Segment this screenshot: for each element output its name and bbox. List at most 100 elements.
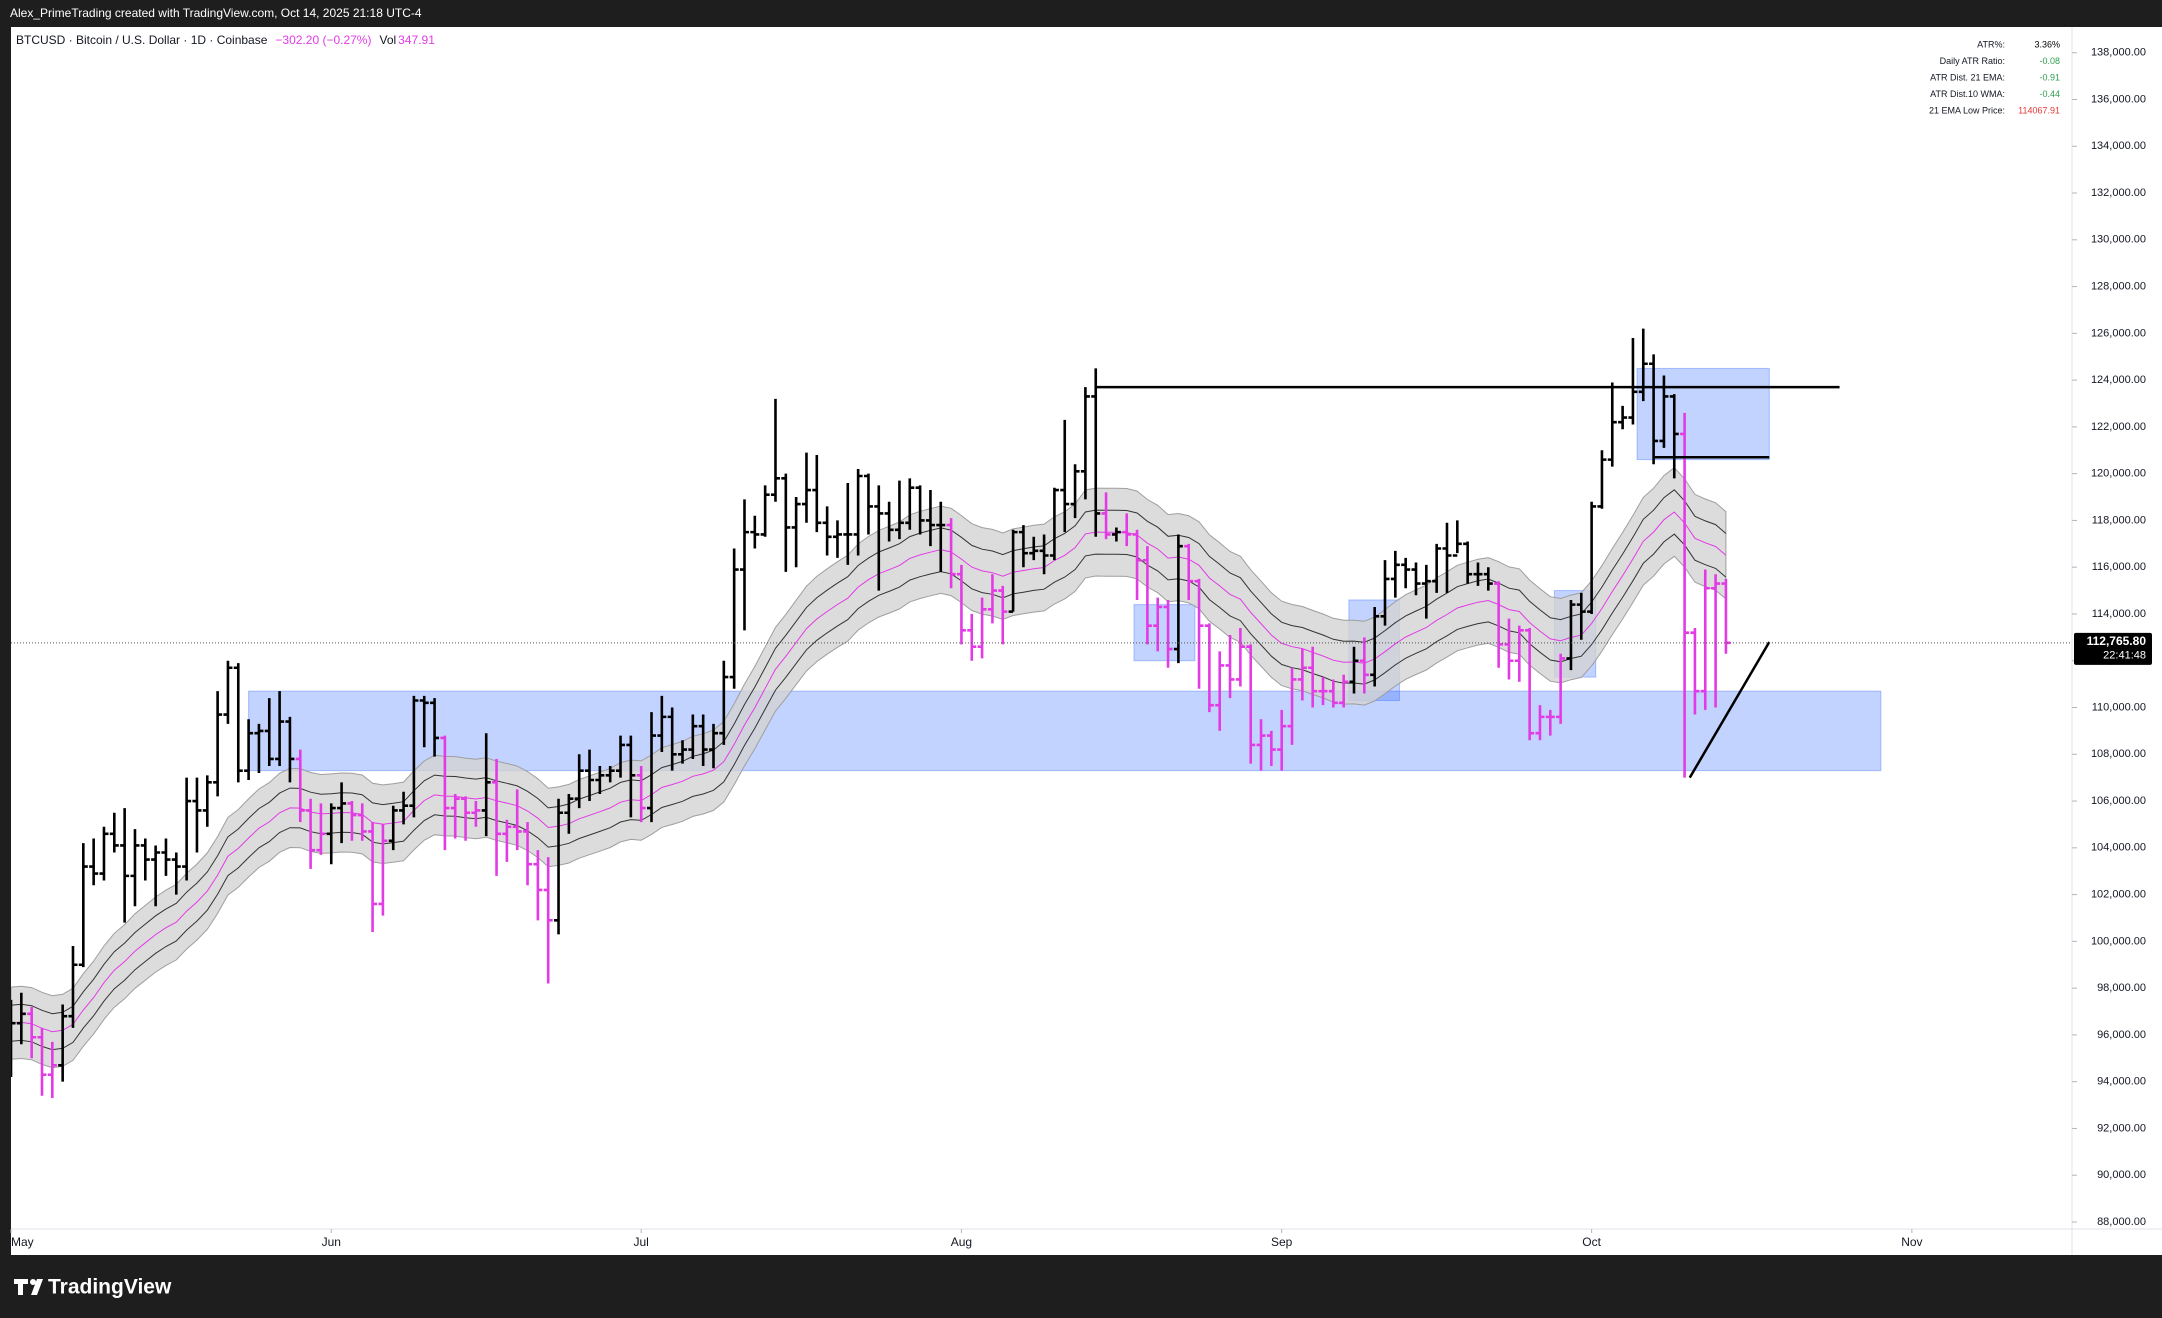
ema-band-lower — [11, 533, 1727, 1051]
ohlc-bar — [729, 548, 739, 689]
y-tick-label: 96,000.00 — [2097, 1029, 2146, 1041]
x-tick-label: Oct — [1582, 1235, 1601, 1249]
ohlc-bar — [1411, 562, 1421, 596]
plot — [11, 328, 2072, 1099]
ohlc-bar — [605, 765, 615, 783]
volume-value: 347.91 — [398, 33, 435, 47]
y-tick-label: 102,000.00 — [2091, 888, 2146, 900]
ohlc-bar — [285, 716, 295, 783]
ohlc-bar — [440, 735, 450, 851]
ohlc-bar — [1246, 644, 1256, 764]
last-price-box — [2074, 632, 2152, 665]
last-price-label: 112,765.80 — [2087, 634, 2147, 648]
ema-line — [11, 511, 1727, 1033]
ohlc-bar — [1339, 674, 1349, 708]
stat-value: 3.36% — [2034, 39, 2060, 49]
ohlc-bar — [1359, 637, 1369, 694]
ohlc-bar — [16, 992, 26, 1045]
ohlc-bar — [801, 452, 811, 523]
ohlc-bar — [977, 597, 987, 659]
y-tick-label: 116,000.00 — [2092, 561, 2146, 573]
ohlc-bar — [936, 501, 946, 572]
ohlc-bar — [306, 798, 316, 869]
ohlc-bar — [750, 515, 760, 549]
y-tick-label: 98,000.00 — [2097, 982, 2146, 994]
ohlc-bar — [698, 714, 708, 766]
x-tick-label: Aug — [951, 1235, 972, 1249]
x-tick-label: Nov — [1901, 1235, 1922, 1249]
ohlc-bar — [1618, 405, 1628, 430]
ohlc-bar — [27, 1006, 37, 1059]
ohlc-bar — [905, 478, 915, 530]
ohlc-bar — [192, 777, 202, 853]
ohlc-bar — [574, 754, 584, 809]
ohlc-bar — [1556, 653, 1566, 724]
ohlc-bar — [1390, 550, 1400, 598]
ohlc-bar — [739, 499, 749, 631]
ohlc-bar — [967, 613, 977, 661]
ohlc-bar — [109, 812, 119, 853]
ohlc-bar — [1370, 606, 1380, 687]
y-tick-label: 110,000.00 — [2092, 701, 2146, 713]
legend: BTCUSD · Bitcoin / U.S. Dollar · 1D · Co… — [16, 33, 443, 47]
ohlc-bar — [1494, 581, 1504, 668]
ohlc-bar — [295, 749, 305, 823]
ohlc-bar — [233, 663, 243, 783]
ohlc-bar — [863, 473, 873, 535]
ohlc-bar — [1483, 567, 1493, 591]
ohlc-bar — [450, 794, 460, 839]
ohlc-bar — [1308, 646, 1318, 708]
axes: 88,000.00 90,000.00 92,000.00 94,000.00 96,0… — [10, 39, 2152, 1249]
ohlc-bar — [1566, 599, 1576, 671]
ohlc-bar — [512, 789, 522, 851]
y-tick-label: 104,000.00 — [2091, 842, 2146, 854]
ohlc-bar — [68, 946, 78, 1028]
ohlc-bar — [89, 838, 99, 886]
ohlc-bar — [1018, 525, 1028, 568]
ohlc-bar — [1545, 709, 1555, 736]
ohlc-bar — [647, 712, 657, 823]
ohlc-bar — [1380, 560, 1390, 626]
x-tick-label: May — [11, 1235, 34, 1249]
footer-logo — [14, 1279, 43, 1295]
ohlc-bar — [1091, 368, 1101, 537]
ohlc-bar — [812, 454, 822, 533]
trend-line — [1688, 641, 1771, 779]
ohlc-bar — [244, 719, 254, 781]
footer-brand: TradingView — [48, 1276, 172, 1299]
ohlc-bar — [1173, 534, 1183, 664]
zone — [248, 690, 1882, 772]
zone — [1636, 367, 1770, 461]
ohlc-bar — [1297, 649, 1307, 701]
ohlc-bar — [688, 714, 698, 759]
ohlc-bar — [1029, 536, 1039, 561]
countdown: 22:41:48 — [2103, 650, 2146, 662]
ohlc-bar — [1277, 709, 1287, 771]
ohlc-bar — [1349, 646, 1359, 694]
ohlc-bar — [254, 723, 264, 773]
ohlc-bar — [564, 794, 574, 834]
ohlc-bar — [347, 801, 357, 841]
ohlc-bar — [1638, 328, 1648, 402]
ohlc-bar — [99, 826, 109, 881]
ohlc-bar — [946, 518, 956, 589]
ohlc-bar — [1318, 677, 1328, 706]
ohlc-bar — [1194, 578, 1204, 689]
ohlc-bar — [1669, 394, 1679, 479]
ohlc-bar — [492, 758, 502, 876]
ohlc-bar — [843, 483, 853, 565]
ohlc-bar — [616, 735, 626, 778]
ohlc-bar — [998, 585, 1008, 645]
ohlc-bar — [202, 775, 212, 827]
y-tick-label: 136,000.00 — [2091, 93, 2146, 105]
ohlc-bar — [1122, 513, 1132, 547]
ohlc-bar — [1184, 543, 1194, 600]
ohlc-bar — [770, 398, 780, 502]
plot-background — [11, 27, 2162, 1255]
ohlc-bar — [161, 838, 171, 876]
ohlc-bar — [523, 822, 533, 886]
ohlc-bar — [822, 506, 832, 556]
ohlc-bar — [636, 765, 646, 823]
ohlc-bar — [1535, 705, 1545, 741]
